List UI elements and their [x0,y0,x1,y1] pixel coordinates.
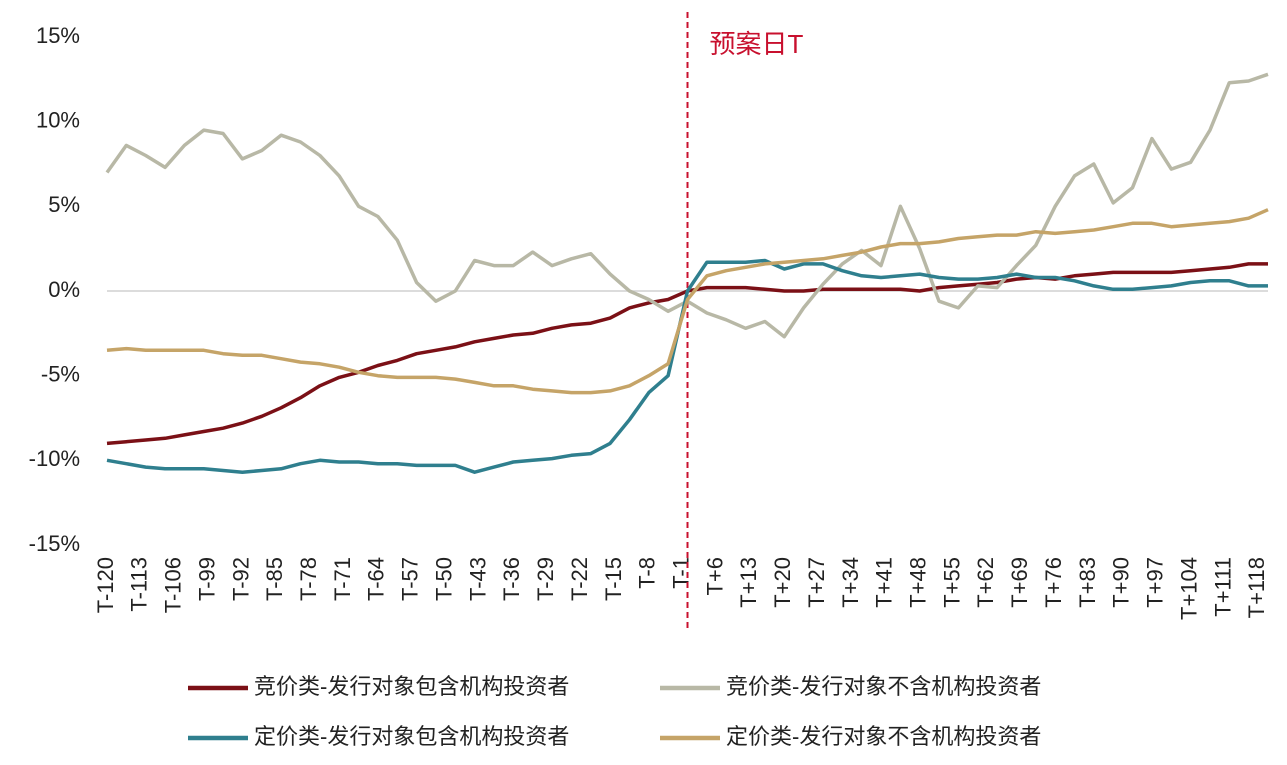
y-tick-label: 5% [48,192,80,217]
x-tick-label: T-1 [668,557,693,589]
y-tick-label: 15% [36,23,80,48]
x-tick-label: T-15 [601,557,626,601]
x-tick-label: T+76 [1041,557,1066,608]
x-tick-label: T+97 [1143,557,1168,608]
x-tick-label: T+27 [804,557,829,608]
x-tick-label: T+69 [1007,557,1032,608]
x-tick-label: T-36 [499,557,524,601]
legend-label: 定价类-发行对象包含机构投资者 [254,724,569,749]
series-line [106,208,1269,395]
x-tick-label: T-99 [194,557,219,601]
y-tick-label: -15% [29,531,80,556]
x-tick-label: T-120 [93,557,118,613]
x-tick-label: T+48 [906,557,931,608]
series-line [106,258,1268,474]
legend-label: 定价类-发行对象不含机构投资者 [726,724,1041,749]
x-tick-label: T-50 [431,557,456,601]
annotation: 预案日T [710,29,804,59]
x-tick-label: T-106 [161,557,186,613]
x-tick-label: T+83 [1075,557,1100,608]
x-tick-label: T-22 [567,557,592,601]
x-tick-label: T-8 [635,557,660,589]
x-tick-label: T+90 [1109,557,1134,608]
x-tick-label: T-113 [127,557,152,612]
x-tick-label: T+6 [702,557,727,596]
x-tick-label: T-57 [398,557,423,601]
y-tick-label: -5% [41,361,80,386]
x-tick-label: T+62 [973,557,998,608]
x-tick-label: T+55 [939,557,964,608]
y-tick-label: 0% [48,277,80,302]
y-tick-label: -10% [29,446,80,471]
x-tick-label: T-29 [533,557,558,601]
x-tick-label: T+20 [770,557,795,608]
x-tick-label: T+111 [1210,557,1235,617]
x-tick-label: T-78 [296,557,321,601]
x-tick-label: T-64 [364,557,389,601]
x-tick-label: T-85 [262,557,287,601]
y-tick-label: 10% [36,107,80,132]
x-tick-label: T+41 [872,557,897,608]
x-tick-label: T+118 [1244,557,1269,618]
x-tick-label: T-92 [228,557,253,601]
x-tick-label: T+34 [838,557,863,608]
x-tick-label: T+13 [736,557,761,608]
x-tick-label: T-43 [465,557,490,601]
x-tick-label: T+104 [1176,557,1201,620]
x-tick-label: T-71 [330,557,355,601]
legend-label: 竞价类-发行对象不含机构投资者 [726,674,1041,699]
legend-label: 竞价类-发行对象包含机构投资者 [254,674,569,699]
